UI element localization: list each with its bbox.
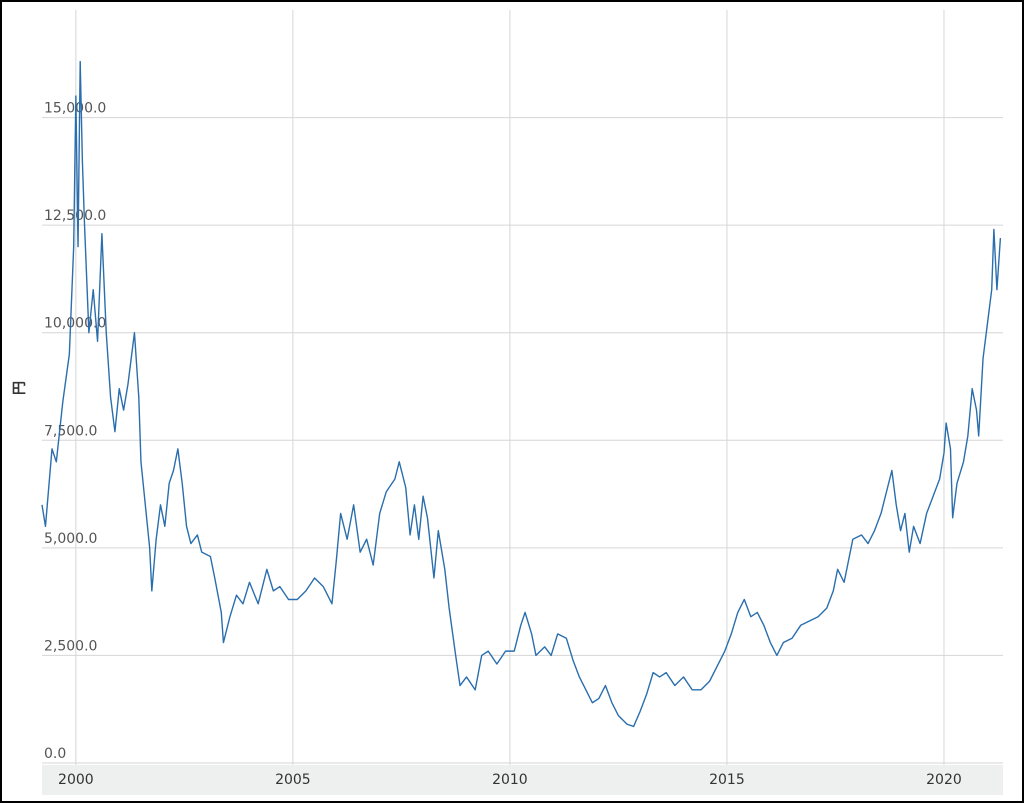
- y-tick-label: 5,000.0: [44, 531, 97, 547]
- x-tick-label: 2020: [926, 772, 962, 788]
- y-tick-label: 2,500.0: [44, 638, 97, 654]
- x-tick-label: 2010: [492, 772, 528, 788]
- x-tick-label: 2015: [709, 772, 745, 788]
- price-line: [41, 60, 1002, 728]
- y-tick-label: 12,500.0: [44, 208, 106, 224]
- y-axis-label: 円: [12, 381, 28, 395]
- x-tick-label: 2005: [275, 772, 311, 788]
- y-tick-label: 7,500.0: [44, 423, 97, 439]
- x-axis-band: [42, 765, 1003, 795]
- y-tick-label: 0.0: [44, 746, 66, 762]
- x-tick-label: 2000: [58, 772, 94, 788]
